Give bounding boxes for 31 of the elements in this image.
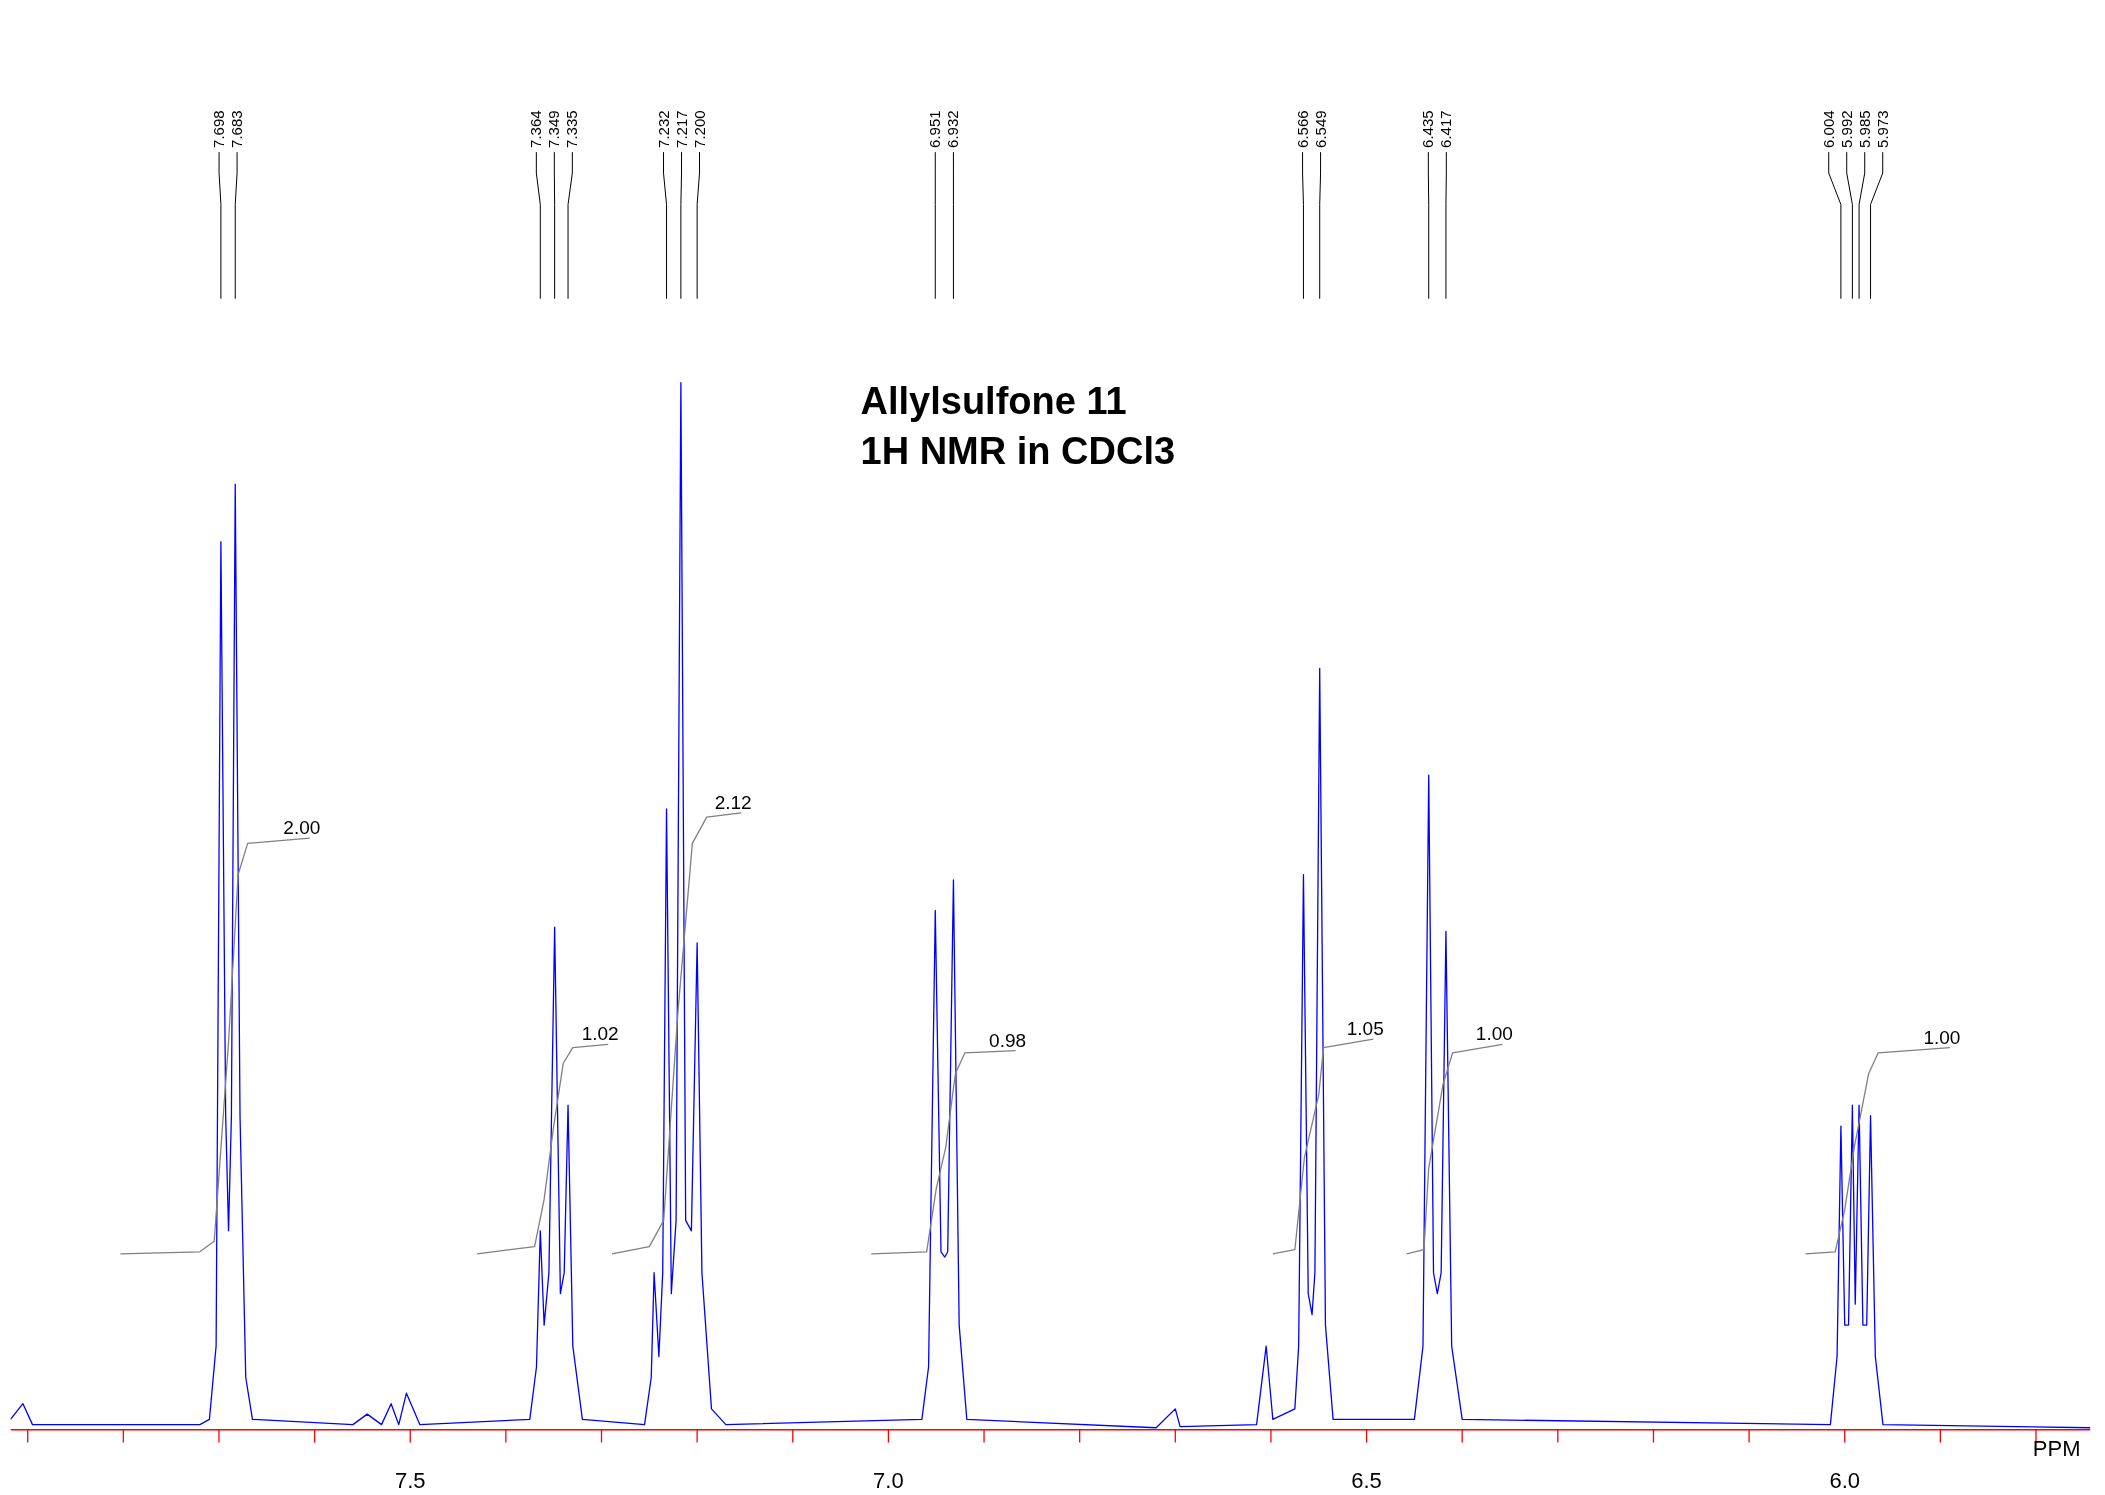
annotation: 6.004 <box>1819 110 1837 148</box>
annotation: 6.417 <box>1437 110 1455 148</box>
x-tick-label: 6.5 <box>1351 1467 1382 1493</box>
annotation: 6.435 <box>1419 110 1437 148</box>
annotation: 7.698 <box>210 110 228 148</box>
text: Allylsulfone 11 1H NMR in CDCl3 <box>860 379 1176 472</box>
annotation: 5.973 <box>1873 110 1891 148</box>
annotation: 1.00 <box>1475 1023 1513 1045</box>
annotation: 6.951 <box>926 110 944 148</box>
x-tick-label: 7.5 <box>394 1467 426 1493</box>
annotation: 7.232 <box>654 110 672 148</box>
annotation: 7.335 <box>563 110 581 148</box>
annotation: 7.200 <box>690 110 708 148</box>
annotation: 6.549 <box>1311 110 1329 148</box>
annotation: 5.992 <box>1837 110 1855 148</box>
x-tick-label: 7.0 <box>873 1467 904 1493</box>
annotation: 7.364 <box>527 110 545 148</box>
annotation: 2.00 <box>283 817 321 839</box>
annotation: 0.98 <box>989 1029 1027 1051</box>
x-axis-title: PPM <box>2032 1435 2081 1461</box>
annotation: 7.683 <box>228 110 246 148</box>
annotation: 1.00 <box>1923 1026 1961 1048</box>
annotation: 1.02 <box>581 1023 619 1045</box>
annotation: 6.566 <box>1293 110 1311 148</box>
annotation: 5.985 <box>1855 110 1873 148</box>
annotation: 2.12 <box>714 791 752 813</box>
annotation: 6.932 <box>944 110 962 148</box>
annotation: 1.05 <box>1346 1018 1384 1040</box>
annotation: 7.349 <box>545 110 563 148</box>
annotation: 7.217 <box>672 110 690 148</box>
x-tick-label: 6.0 <box>1829 1467 1861 1493</box>
